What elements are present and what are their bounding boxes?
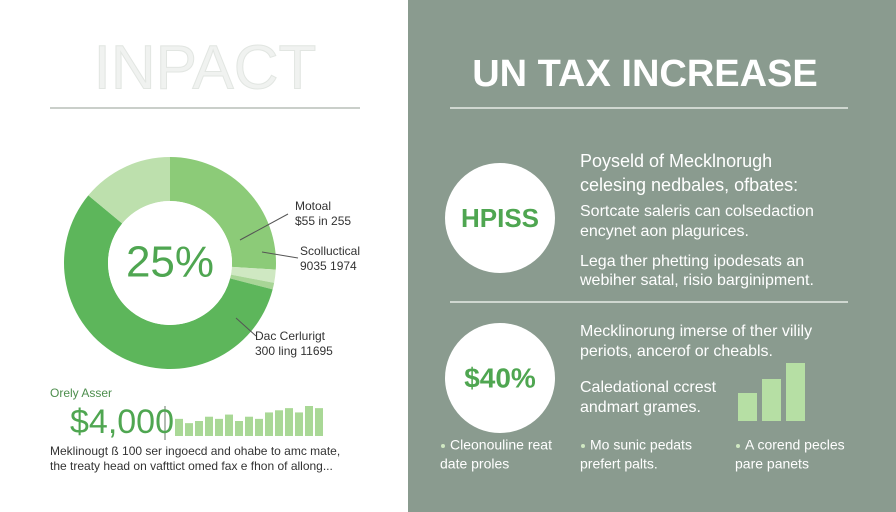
bar xyxy=(205,416,213,436)
bar xyxy=(315,408,323,436)
body-text: Caledational ccrest xyxy=(580,379,717,396)
bullet-dot xyxy=(736,444,740,448)
bar xyxy=(215,418,223,436)
bar xyxy=(255,418,263,436)
bar xyxy=(235,421,243,436)
badge-circle xyxy=(445,323,555,433)
leader-line xyxy=(235,317,257,337)
bullet-text: date proles xyxy=(440,456,509,472)
donut-segment xyxy=(230,266,276,283)
body-text: Lega ther phetting ipodesats an xyxy=(580,253,804,270)
bullet-dot xyxy=(441,444,445,448)
right-title: UN TAX INCREASE xyxy=(472,53,818,95)
bar xyxy=(225,414,233,436)
body-text: andmart grames. xyxy=(580,399,701,416)
body-text: Sortcate saleris can colsedaction xyxy=(580,203,814,220)
bar xyxy=(175,418,183,436)
bar xyxy=(738,393,757,421)
callout-text: Dac Cerlurigt xyxy=(255,329,326,343)
donut-segment xyxy=(230,274,275,290)
stat-value: $4,000 xyxy=(70,403,174,441)
note-text: the treaty head on vafttict omed fax e f… xyxy=(50,459,333,473)
bullet-text: Cleonouline reat xyxy=(450,437,552,453)
bar xyxy=(295,412,303,436)
donut-segment xyxy=(170,157,276,270)
body-text: webiher satal, risio barginipment. xyxy=(579,272,814,289)
bar xyxy=(305,406,313,436)
left-title: INPACT xyxy=(94,33,317,102)
bar xyxy=(786,363,805,421)
callout-text: 9035 1974 xyxy=(300,259,357,273)
badge-text: HPISS xyxy=(461,203,539,233)
donut-center-label: 25% xyxy=(126,238,214,287)
donut-hole xyxy=(108,201,232,325)
badge-text: $40% xyxy=(464,362,536,393)
note-text: Meklinougt ß 100 ser ingoecd and ohabe t… xyxy=(50,444,340,458)
donut-segment xyxy=(88,157,170,224)
callout-text: 300 ling 11695 xyxy=(255,344,333,358)
bullet-text: prefert palts. xyxy=(580,456,658,472)
callout-text: Scolluctical xyxy=(300,244,360,258)
stat-label: Orely Asser xyxy=(50,386,112,400)
bullet-text: A corend pecles xyxy=(745,437,845,453)
bar xyxy=(245,416,253,436)
body-text: Mecklinorung imerse of ther vilily xyxy=(580,323,812,340)
donut-segment xyxy=(64,195,273,369)
body-text: encynet aon plagurices. xyxy=(580,223,749,240)
bar xyxy=(275,410,283,436)
bar xyxy=(195,421,203,436)
leader-line xyxy=(239,213,289,241)
callout-text: Motoal xyxy=(295,199,331,213)
bullet-dot xyxy=(581,444,585,448)
body-text: Poyseld of Mecklnorugh xyxy=(580,151,772,171)
body-text: periots, ancerof or cheabls. xyxy=(580,343,773,360)
bullet-text: Mo sunic pedats xyxy=(590,437,692,453)
bullet-text: pare panets xyxy=(735,456,809,472)
bar xyxy=(762,379,781,421)
badge-circle xyxy=(445,163,555,273)
bar xyxy=(185,423,193,436)
body-text: celesing nedbales, ofbates: xyxy=(580,175,798,195)
callout-text: $55 in 255 xyxy=(295,214,351,228)
bar xyxy=(285,408,293,436)
leader-line xyxy=(261,251,299,259)
bar xyxy=(265,412,273,436)
